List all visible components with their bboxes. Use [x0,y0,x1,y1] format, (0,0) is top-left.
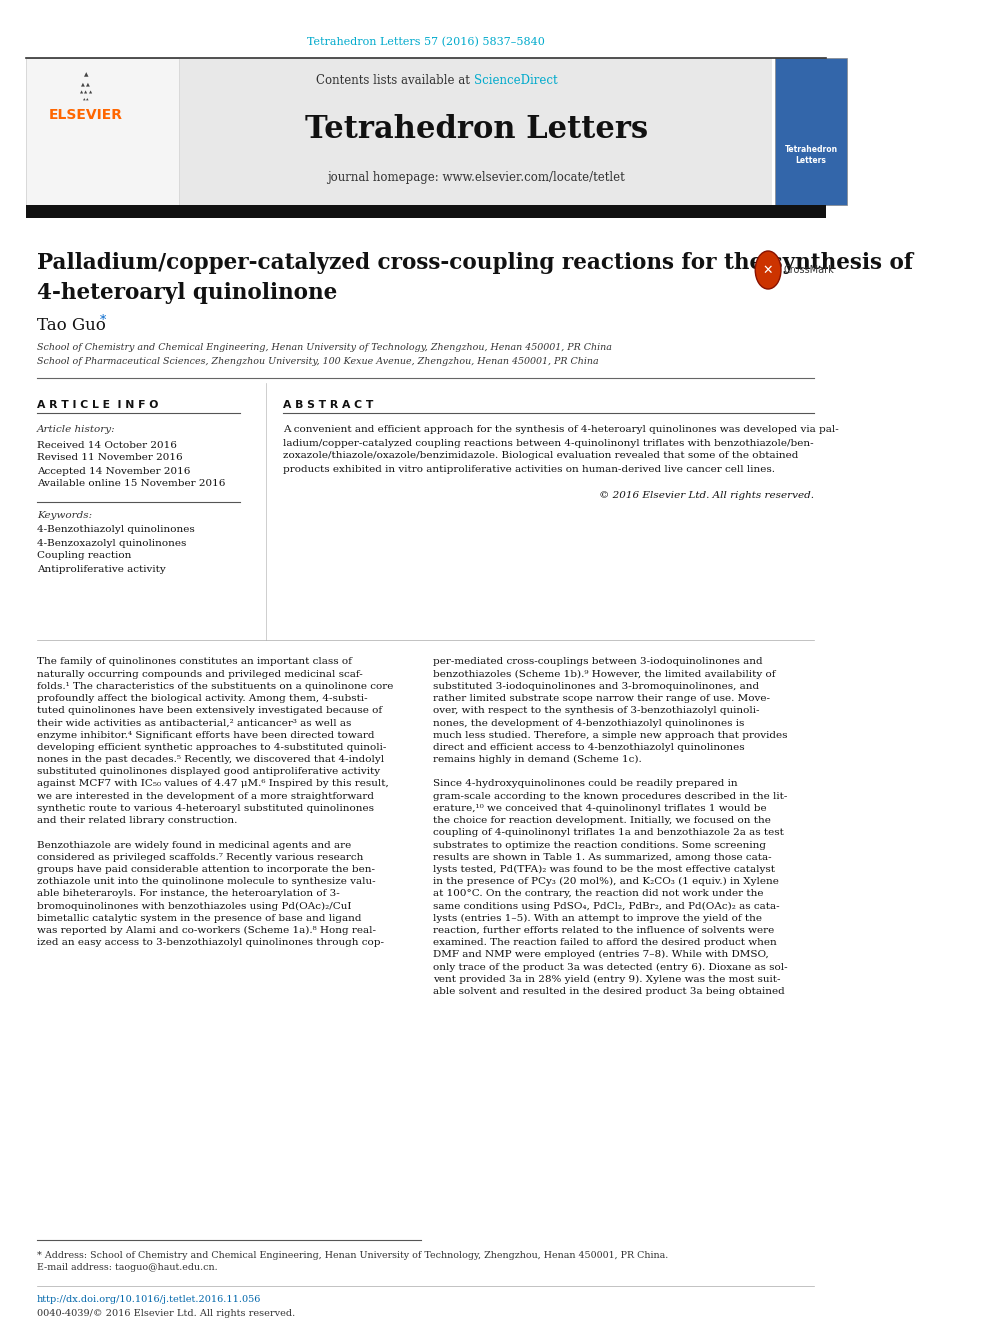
Text: DMF and NMP were employed (entries 7–8). While with DMSO,: DMF and NMP were employed (entries 7–8).… [434,950,769,959]
Text: ▲: ▲ [84,90,87,94]
Text: Revised 11 November 2016: Revised 11 November 2016 [37,454,183,463]
Text: journal homepage: www.elsevier.com/locate/tetlet: journal homepage: www.elsevier.com/locat… [327,172,625,184]
Text: per-mediated cross-couplings between 3-iodoquinolinones and: per-mediated cross-couplings between 3-i… [434,658,763,667]
Text: profoundly affect the biological activity. Among them, 4-substi-: profoundly affect the biological activit… [37,695,367,703]
Text: ized an easy access to 3-benzothiazolyl quinolinones through cop-: ized an easy access to 3-benzothiazolyl … [37,938,384,947]
Text: School of Pharmaceutical Sciences, Zhengzhou University, 100 Kexue Avenue, Zheng: School of Pharmaceutical Sciences, Zheng… [37,357,598,366]
Text: synthetic route to various 4-heteroaryl substituted quinolinones: synthetic route to various 4-heteroaryl … [37,804,374,812]
Text: ladium/copper-catalyzed coupling reactions between 4-quinolinonyl triflates with: ladium/copper-catalyzed coupling reactio… [283,438,813,447]
Text: at 100°C. On the contrary, the reaction did not work under the: at 100°C. On the contrary, the reaction … [434,889,764,898]
Text: Article history:: Article history: [37,426,115,434]
Text: products exhibited in vitro antiproliferative activities on human-derived live c: products exhibited in vitro antiprolifer… [283,464,775,474]
Text: remains highly in demand (Scheme 1c).: remains highly in demand (Scheme 1c). [434,755,642,765]
Text: bromoquinolinones with benzothiazoles using Pd(OAc)₂/CuI: bromoquinolinones with benzothiazoles us… [37,901,351,910]
Text: only trace of the product 3a was detected (entry 6). Dioxane as sol-: only trace of the product 3a was detecte… [434,962,788,971]
Text: Contents lists available at: Contents lists available at [316,74,474,86]
Text: results are shown in Table 1. As summarized, among those cata-: results are shown in Table 1. As summari… [434,853,772,861]
Text: Antiproliferative activity: Antiproliferative activity [37,565,166,573]
Text: lysts tested, Pd(TFA)₂ was found to be the most effective catalyst: lysts tested, Pd(TFA)₂ was found to be t… [434,865,776,875]
Text: considered as privileged scaffolds.⁷ Recently various research: considered as privileged scaffolds.⁷ Rec… [37,853,363,861]
Text: 0040-4039/© 2016 Elsevier Ltd. All rights reserved.: 0040-4039/© 2016 Elsevier Ltd. All right… [37,1310,296,1319]
Text: A convenient and efficient approach for the synthesis of 4-heteroaryl quinolinon: A convenient and efficient approach for … [283,426,839,434]
Text: The family of quinolinones constitutes an important class of: The family of quinolinones constitutes a… [37,658,352,667]
Text: ▲: ▲ [81,82,85,86]
Text: * Address: School of Chemistry and Chemical Engineering, Henan University of Tec: * Address: School of Chemistry and Chemi… [37,1250,669,1259]
Text: ▲: ▲ [80,90,83,94]
Text: vent provided 3a in 28% yield (entry 9). Xylene was the most suit-: vent provided 3a in 28% yield (entry 9).… [434,975,781,984]
Text: zothiazole unit into the quinolinone molecule to synthesize valu-: zothiazole unit into the quinolinone mol… [37,877,376,886]
Text: substituted quinolinones displayed good antiproliferative activity: substituted quinolinones displayed good … [37,767,380,777]
FancyBboxPatch shape [775,58,847,205]
Text: benzothiazoles (Scheme 1b).⁹ However, the limited availability of: benzothiazoles (Scheme 1b).⁹ However, th… [434,669,776,679]
Text: *: * [99,315,106,328]
Text: nones in the past decades.⁵ Recently, we discovered that 4-indolyl: nones in the past decades.⁵ Recently, we… [37,755,384,765]
Text: CrossMark: CrossMark [784,265,834,275]
Text: Tetrahedron
Letters: Tetrahedron Letters [785,146,837,164]
Text: ▲: ▲ [86,82,90,86]
Text: lysts (entries 1–5). With an attempt to improve the yield of the: lysts (entries 1–5). With an attempt to … [434,914,763,922]
Text: 4-Benzothiazolyl quinolinones: 4-Benzothiazolyl quinolinones [37,525,194,534]
Text: ScienceDirect: ScienceDirect [474,74,558,86]
Text: reaction, further efforts related to the influence of solvents were: reaction, further efforts related to the… [434,926,775,935]
Text: was reported by Alami and co-workers (Scheme 1a).⁸ Hong real-: was reported by Alami and co-workers (Sc… [37,926,376,935]
Text: groups have paid considerable attention to incorporate the ben-: groups have paid considerable attention … [37,865,375,875]
Text: the choice for reaction development. Initially, we focused on the: the choice for reaction development. Ini… [434,816,771,826]
Text: Tao Guo: Tao Guo [37,316,106,333]
Text: ▲: ▲ [82,98,85,102]
Text: rather limited substrate scope narrow their range of use. Move-: rather limited substrate scope narrow th… [434,695,771,703]
Text: ELSEVIER: ELSEVIER [49,108,123,122]
Text: Available online 15 November 2016: Available online 15 November 2016 [37,479,225,488]
Text: same conditions using PdSO₄, PdCl₂, PdBr₂, and Pd(OAc)₂ as cata-: same conditions using PdSO₄, PdCl₂, PdBr… [434,901,780,910]
Ellipse shape [755,251,781,288]
Text: Tetrahedron Letters: Tetrahedron Letters [305,115,648,146]
Text: against MCF7 with IC₅₀ values of 4.47 μM.⁶ Inspired by this result,: against MCF7 with IC₅₀ values of 4.47 μM… [37,779,389,789]
Text: substituted 3-iodoquinolinones and 3-bromoquinolinones, and: substituted 3-iodoquinolinones and 3-bro… [434,681,760,691]
Text: zoxazole/thiazole/oxazole/benzimidazole. Biological evaluation revealed that som: zoxazole/thiazole/oxazole/benzimidazole.… [283,451,799,460]
Text: 4-Benzoxazolyl quinolinones: 4-Benzoxazolyl quinolinones [37,538,186,548]
Text: Since 4-hydroxyquinolinones could be readily prepared in: Since 4-hydroxyquinolinones could be rea… [434,779,738,789]
Text: direct and efficient access to 4-benzothiazolyl quinolinones: direct and efficient access to 4-benzoth… [434,744,745,751]
Text: 4-heteroaryl quinolinone: 4-heteroaryl quinolinone [37,282,337,304]
FancyBboxPatch shape [181,58,773,205]
Text: enzyme inhibitor.⁴ Significant efforts have been directed toward: enzyme inhibitor.⁴ Significant efforts h… [37,730,374,740]
Text: naturally occurring compounds and privileged medicinal scaf-: naturally occurring compounds and privil… [37,669,363,679]
Text: coupling of 4-quinolinonyl triflates 1a and benzothiazole 2a as test: coupling of 4-quinolinonyl triflates 1a … [434,828,785,837]
Text: http://dx.doi.org/10.1016/j.tetlet.2016.11.056: http://dx.doi.org/10.1016/j.tetlet.2016.… [37,1295,261,1304]
Text: developing efficient synthetic approaches to 4-substituted quinoli-: developing efficient synthetic approache… [37,744,386,751]
Text: Received 14 October 2016: Received 14 October 2016 [37,441,177,450]
Text: bimetallic catalytic system in the presence of base and ligand: bimetallic catalytic system in the prese… [37,914,361,922]
Text: able solvent and resulted in the desired product 3a being obtained: able solvent and resulted in the desired… [434,987,785,996]
Text: folds.¹ The characteristics of the substituents on a quinolinone core: folds.¹ The characteristics of the subst… [37,681,393,691]
Text: able biheteraroyls. For instance, the heteroarylation of 3-: able biheteraroyls. For instance, the he… [37,889,339,898]
Text: Palladium/copper-catalyzed cross-coupling reactions for the synthesis of: Palladium/copper-catalyzed cross-couplin… [37,251,913,274]
Text: in the presence of PCy₃ (20 mol%), and K₂CO₃ (1 equiv.) in Xylene: in the presence of PCy₃ (20 mol%), and K… [434,877,780,886]
Text: we are interested in the development of a more straightforward: we are interested in the development of … [37,791,374,800]
Text: ✕: ✕ [763,263,774,277]
Text: erature,¹⁰ we conceived that 4-quinolinonyl triflates 1 would be: erature,¹⁰ we conceived that 4-quinolino… [434,804,767,812]
Text: Accepted 14 November 2016: Accepted 14 November 2016 [37,467,190,475]
Text: Coupling reaction: Coupling reaction [37,552,131,561]
Text: their wide activities as antibacterial,² anticancer³ as well as: their wide activities as antibacterial,²… [37,718,351,728]
Text: Keywords:: Keywords: [37,512,92,520]
Text: over, with respect to the synthesis of 3-benzothiazolyl quinoli-: over, with respect to the synthesis of 3… [434,706,760,716]
Text: E-mail address: taoguo@haut.edu.cn.: E-mail address: taoguo@haut.edu.cn. [37,1263,217,1273]
Text: examined. The reaction failed to afford the desired product when: examined. The reaction failed to afford … [434,938,777,947]
Text: © 2016 Elsevier Ltd. All rights reserved.: © 2016 Elsevier Ltd. All rights reserved… [599,492,814,500]
Text: and their related library construction.: and their related library construction. [37,816,237,826]
Text: A R T I C L E  I N F O: A R T I C L E I N F O [37,400,159,410]
Text: gram-scale according to the known procedures described in the lit-: gram-scale according to the known proced… [434,791,788,800]
FancyBboxPatch shape [26,205,825,218]
Text: nones, the development of 4-benzothiazolyl quinolinones is: nones, the development of 4-benzothiazol… [434,718,745,728]
Text: School of Chemistry and Chemical Engineering, Henan University of Technology, Zh: School of Chemistry and Chemical Enginee… [37,344,612,352]
Text: Tetrahedron Letters 57 (2016) 5837–5840: Tetrahedron Letters 57 (2016) 5837–5840 [307,37,545,48]
Text: ▲: ▲ [83,73,88,78]
Text: much less studied. Therefore, a simple new approach that provides: much less studied. Therefore, a simple n… [434,730,788,740]
FancyBboxPatch shape [26,58,179,205]
Text: tuted quinolinones have been extensively investigated because of: tuted quinolinones have been extensively… [37,706,382,716]
Text: substrates to optimize the reaction conditions. Some screening: substrates to optimize the reaction cond… [434,840,767,849]
Text: Benzothiazole are widely found in medicinal agents and are: Benzothiazole are widely found in medici… [37,840,351,849]
Text: A B S T R A C T: A B S T R A C T [283,400,374,410]
Text: ▲: ▲ [88,90,91,94]
Text: ▲: ▲ [86,98,89,102]
